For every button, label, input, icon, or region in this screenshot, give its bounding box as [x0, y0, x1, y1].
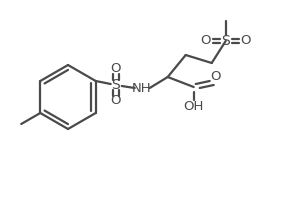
Text: O: O — [240, 35, 251, 47]
Text: O: O — [211, 70, 221, 82]
Text: S: S — [221, 34, 230, 48]
Text: NH: NH — [132, 82, 151, 95]
Text: O: O — [201, 35, 211, 47]
Text: O: O — [111, 63, 121, 75]
Text: S: S — [111, 78, 120, 92]
Text: OH: OH — [183, 100, 204, 113]
Text: O: O — [111, 95, 121, 107]
